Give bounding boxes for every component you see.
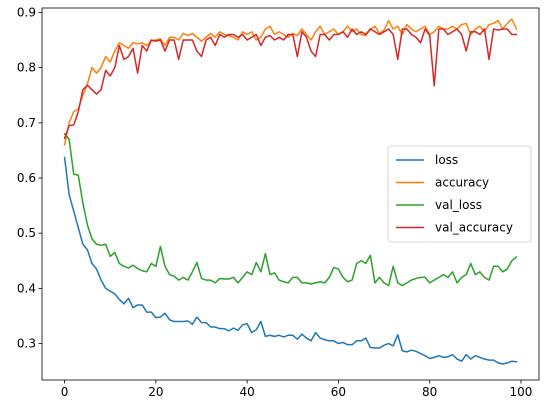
y-tick-label: 0.8: [17, 61, 36, 75]
x-axis: 0 20 40 60 80 100: [61, 380, 533, 399]
legend-label-accuracy: accuracy: [435, 176, 489, 190]
legend-label-loss: loss: [435, 153, 458, 167]
x-tick-label: 0: [61, 385, 69, 399]
legend-label-val-loss: val_loss: [435, 198, 482, 212]
y-tick-label: 0.9: [17, 5, 36, 19]
series-line-val-accuracy: [65, 29, 517, 138]
x-tick-label: 60: [331, 385, 346, 399]
y-axis: 0.3 0.4 0.5 0.6 0.7 0.8 0.9: [17, 5, 42, 350]
x-tick-label: 20: [148, 385, 163, 399]
x-tick-label: 100: [510, 385, 533, 399]
y-tick-label: 0.6: [17, 171, 36, 185]
legend-label-val-accuracy: val_accuracy: [435, 221, 513, 235]
x-tick-label: 40: [240, 385, 255, 399]
legend: loss accuracy val_loss val_accuracy: [388, 146, 531, 242]
y-tick-label: 0.3: [17, 337, 36, 351]
y-tick-label: 0.4: [17, 281, 36, 295]
y-tick-label: 0.7: [17, 116, 36, 130]
series-line-accuracy: [65, 19, 517, 145]
x-tick-label: 80: [422, 385, 437, 399]
y-tick-label: 0.5: [17, 226, 36, 240]
